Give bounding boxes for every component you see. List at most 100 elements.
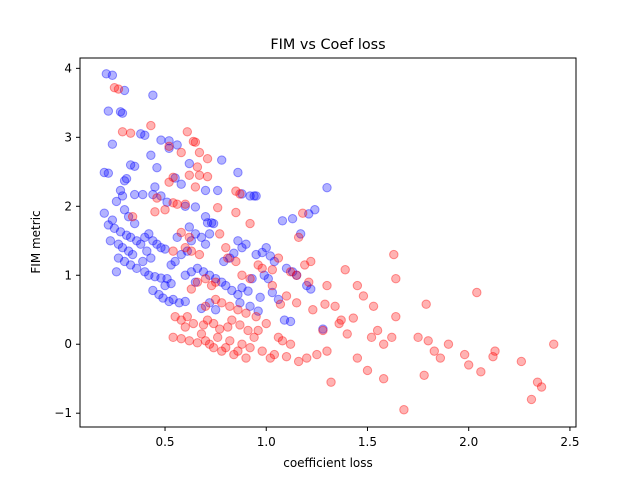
red-point xyxy=(212,332,223,343)
x-axis-ticks: 0.5 1.0 1.5 2.0 2.5 xyxy=(155,427,579,449)
red-point xyxy=(443,339,454,349)
blue-point xyxy=(111,196,122,207)
red-point xyxy=(293,232,304,243)
red-point xyxy=(277,336,288,346)
blue-point xyxy=(184,222,195,232)
blue-point xyxy=(152,162,162,173)
blue-point xyxy=(247,274,257,284)
red-point xyxy=(176,315,186,325)
blue-point xyxy=(176,249,186,260)
red-point xyxy=(188,318,199,329)
red-point xyxy=(200,274,211,284)
red-point xyxy=(253,260,263,270)
red-point xyxy=(273,253,284,263)
blue-point xyxy=(129,218,140,229)
blue-point xyxy=(125,260,136,270)
red-point xyxy=(221,342,231,353)
red-point xyxy=(180,242,190,253)
blue-point xyxy=(249,191,259,201)
red-point xyxy=(435,353,446,363)
blue-point xyxy=(125,232,136,243)
blue-point xyxy=(200,185,211,196)
red-point xyxy=(265,353,275,363)
red-point xyxy=(237,270,247,280)
blue-point xyxy=(259,270,269,280)
red-point xyxy=(168,332,178,343)
red-point xyxy=(241,308,251,318)
blue-point xyxy=(129,161,140,171)
red-point xyxy=(243,325,253,336)
red-point xyxy=(182,311,193,322)
blue-point xyxy=(144,270,154,280)
red-point xyxy=(249,332,259,343)
red-point xyxy=(391,311,401,322)
red-point xyxy=(342,329,352,339)
y-tick-label: −1 xyxy=(54,406,72,420)
blue-point xyxy=(119,256,130,267)
red-point xyxy=(125,128,136,138)
blue-point xyxy=(129,189,140,200)
x-tick-label: 0.5 xyxy=(155,435,174,449)
blue-point xyxy=(99,208,109,218)
blue-point xyxy=(131,236,142,246)
blue-point xyxy=(202,218,213,228)
blue-point xyxy=(267,287,278,298)
red-point xyxy=(235,320,245,330)
y-tick-label: 3 xyxy=(64,130,72,144)
blue-point xyxy=(310,205,320,215)
red-point xyxy=(176,227,186,238)
blue-point xyxy=(146,253,156,263)
red-point xyxy=(372,325,383,336)
blue-point xyxy=(263,274,273,284)
red-point xyxy=(194,147,205,158)
red-point xyxy=(223,322,233,332)
red-point xyxy=(190,137,201,147)
y-tick-label: 2 xyxy=(64,199,72,213)
blue-point xyxy=(121,230,132,240)
red-point xyxy=(168,198,178,208)
blue-point xyxy=(200,211,211,222)
red-point xyxy=(198,320,209,330)
blue-point xyxy=(198,267,209,277)
blue-point xyxy=(237,282,247,293)
blue-point xyxy=(117,191,128,201)
red-point xyxy=(368,301,379,311)
blue-point xyxy=(140,130,150,140)
blue-point xyxy=(204,298,215,308)
blue-point xyxy=(279,315,290,325)
blue-point xyxy=(251,191,261,201)
red-point xyxy=(358,291,369,301)
red-point xyxy=(214,229,225,239)
blue-point xyxy=(204,270,215,280)
red-point xyxy=(330,301,340,311)
red-point xyxy=(302,353,312,363)
blue-point xyxy=(131,263,142,274)
red-point xyxy=(192,162,203,172)
blue-point xyxy=(127,249,138,260)
red-point xyxy=(212,202,223,213)
red-point xyxy=(285,339,296,349)
red-point xyxy=(285,267,296,277)
blue-point xyxy=(322,182,332,193)
red-point xyxy=(389,249,399,260)
blue-point xyxy=(186,236,197,246)
red-point xyxy=(231,186,241,196)
blue-point xyxy=(99,167,109,178)
red-point xyxy=(127,211,138,222)
blue-point xyxy=(138,256,148,267)
y-axis-title: FIM metric xyxy=(29,210,43,273)
red-point xyxy=(113,84,124,94)
blue-point xyxy=(136,129,146,139)
blue-point xyxy=(302,280,312,291)
red-point xyxy=(176,147,186,158)
blue-point xyxy=(186,267,197,277)
red-point xyxy=(202,154,213,164)
red-point xyxy=(150,207,160,217)
blue-point xyxy=(265,251,275,261)
red-point xyxy=(210,277,221,287)
red-point xyxy=(241,353,251,363)
blue-point xyxy=(156,135,166,145)
red-point xyxy=(318,325,328,336)
x-tick-label: 2.5 xyxy=(560,435,579,449)
